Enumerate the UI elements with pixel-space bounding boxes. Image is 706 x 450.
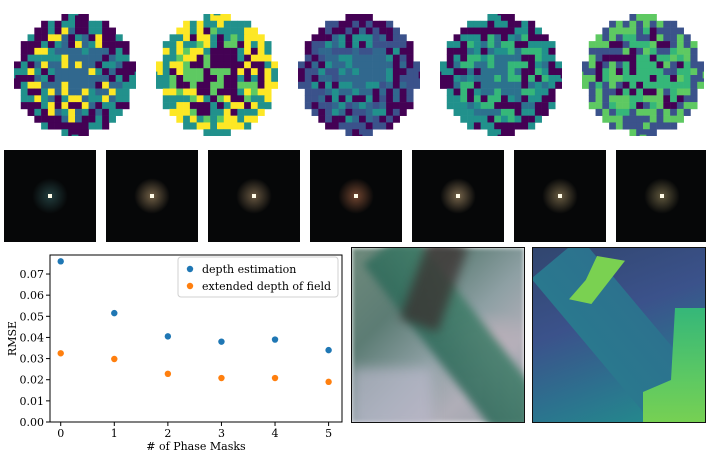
- mask-3: [440, 14, 562, 136]
- edof-point-2: [164, 370, 172, 378]
- depth-point-1: [111, 309, 118, 317]
- psf-image-2: [208, 150, 300, 242]
- depth-point-5: [325, 346, 332, 354]
- psf-image-4: [412, 150, 504, 242]
- x-tick-label: 5: [325, 427, 332, 440]
- y-tick-label: 0.01: [20, 395, 45, 408]
- chart-axes: [49, 254, 343, 423]
- psf-image-5: [514, 150, 606, 242]
- edof-point-0: [57, 350, 64, 357]
- edof-point-1: [111, 355, 118, 363]
- chart-ticks: 0 1 2 3 4 5 0.00 0.01 0.02 0.03 0.04 0.05 0.06 0.07: [20, 268, 333, 440]
- rmse-chart: 0 1 2 3 4 5 0.00 0.01 0.02 0.03 0.04 0.05 0.06 0.07 #…: [6, 254, 343, 450]
- legend-label-edof: extended depth of field: [202, 280, 331, 293]
- plot-frame: [49, 254, 343, 423]
- y-tick-label: 0.04: [20, 331, 45, 344]
- y-tick-label: 0.05: [20, 310, 45, 323]
- chart-legend: depth estimation extended depth of field: [177, 256, 339, 298]
- y-axis-label: RMSE: [6, 321, 19, 356]
- x-tick-label: 3: [218, 427, 225, 440]
- x-tick-label: 0: [57, 427, 64, 440]
- psf-image-6: [616, 150, 706, 242]
- extended-dof-image: [351, 247, 525, 423]
- psf-image-1: [106, 150, 198, 242]
- depth-point-0: [57, 258, 64, 265]
- psf-image-0: [4, 150, 96, 242]
- mask-2: [298, 14, 420, 136]
- y-tick-label: 0.00: [20, 416, 45, 429]
- y-tick-label: 0.03: [20, 353, 45, 366]
- depth-map-image: [532, 247, 706, 423]
- y-tick-label: 0.06: [20, 289, 45, 302]
- psf-image-3: [310, 150, 402, 242]
- x-tick-label: 4: [272, 427, 279, 440]
- legend-marker-depth: [186, 265, 194, 273]
- legend-box: [177, 256, 339, 298]
- edof-point-3: [218, 374, 225, 382]
- depth-point-2: [164, 333, 172, 340]
- mask-4: [582, 14, 704, 136]
- mask-1: [156, 14, 278, 136]
- edof-point-5: [325, 378, 332, 386]
- legend-marker-edof: [186, 282, 194, 290]
- mask-0: [14, 14, 136, 136]
- x-tick-label: 1: [111, 427, 118, 440]
- y-tick-label: 0.02: [20, 374, 45, 387]
- depth-point-3: [218, 338, 225, 345]
- x-tick-label: 2: [164, 427, 171, 440]
- chart-points: [57, 258, 332, 386]
- legend-label-depth: depth estimation: [202, 263, 296, 276]
- edof-point-4: [271, 374, 279, 382]
- x-axis-label: # of Phase Masks: [146, 440, 246, 450]
- depth-point-4: [271, 336, 279, 343]
- y-tick-label: 0.07: [20, 268, 45, 281]
